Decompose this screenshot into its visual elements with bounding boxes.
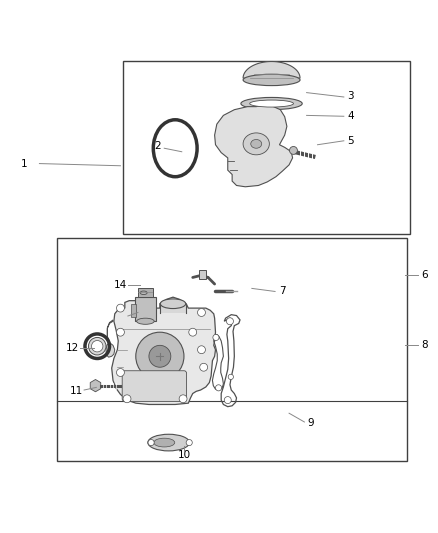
Text: 2: 2 (154, 141, 161, 151)
Bar (141, 293, 147, 306)
Circle shape (186, 440, 192, 446)
Circle shape (136, 332, 184, 381)
Circle shape (148, 440, 154, 446)
Bar (57, 238, 407, 462)
Ellipse shape (148, 434, 189, 451)
Circle shape (92, 341, 103, 352)
Circle shape (88, 337, 106, 355)
Text: 12: 12 (66, 343, 79, 352)
Circle shape (179, 395, 187, 403)
Polygon shape (215, 106, 293, 187)
Ellipse shape (243, 133, 269, 155)
Polygon shape (243, 61, 300, 80)
Bar (123, 61, 410, 233)
Bar (199, 270, 206, 279)
Text: 9: 9 (307, 418, 314, 429)
Text: 10: 10 (177, 450, 191, 460)
Text: 1: 1 (21, 159, 28, 168)
Ellipse shape (154, 438, 175, 447)
Polygon shape (112, 297, 215, 405)
Text: 4: 4 (347, 111, 354, 122)
Ellipse shape (250, 100, 293, 107)
Circle shape (189, 328, 197, 336)
Circle shape (117, 304, 124, 312)
Circle shape (198, 309, 205, 317)
Circle shape (226, 318, 233, 325)
Bar (160, 304, 186, 313)
Text: 13: 13 (114, 312, 127, 322)
Circle shape (224, 397, 231, 403)
Text: 5: 5 (347, 136, 354, 146)
Circle shape (138, 315, 146, 323)
Ellipse shape (243, 74, 300, 86)
Bar (135, 297, 156, 321)
Circle shape (228, 374, 233, 379)
Circle shape (149, 345, 171, 367)
Ellipse shape (140, 291, 147, 295)
Circle shape (117, 328, 124, 336)
Circle shape (215, 385, 222, 391)
Circle shape (200, 364, 208, 371)
Ellipse shape (290, 147, 297, 155)
Ellipse shape (160, 299, 186, 309)
Ellipse shape (251, 140, 261, 148)
Text: 7: 7 (279, 286, 286, 296)
Ellipse shape (137, 318, 154, 324)
FancyBboxPatch shape (122, 371, 187, 401)
Text: 3: 3 (347, 91, 354, 101)
Text: 11: 11 (70, 386, 83, 397)
Ellipse shape (241, 98, 302, 110)
Text: 14: 14 (114, 280, 127, 290)
Circle shape (213, 334, 219, 341)
Text: 8: 8 (421, 341, 428, 350)
Polygon shape (106, 320, 115, 357)
Bar (138, 287, 153, 297)
Circle shape (123, 395, 131, 403)
Circle shape (117, 368, 124, 376)
Bar (131, 304, 136, 317)
Text: 6: 6 (421, 270, 428, 280)
Polygon shape (90, 379, 101, 392)
Circle shape (198, 346, 205, 354)
